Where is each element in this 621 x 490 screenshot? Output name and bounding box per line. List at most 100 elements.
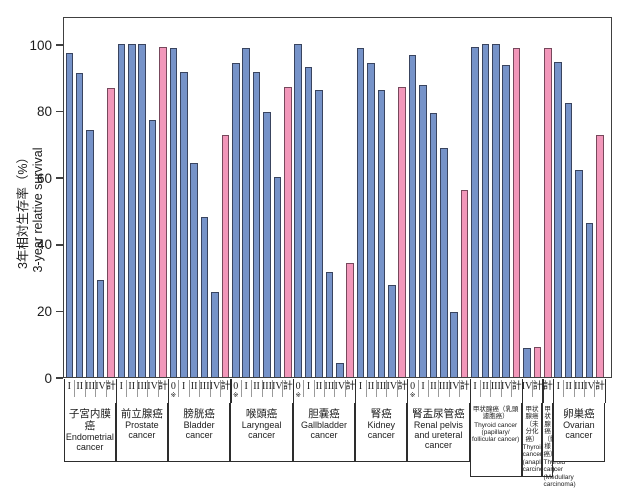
stage-label: II [367, 381, 375, 392]
bar-thyroid-cancer-anaplastic-carcinoma-IV [523, 348, 531, 377]
group-label-ja: 胆嚢癌 [308, 408, 340, 420]
stage-label: IV [500, 381, 512, 392]
bar-thyroid-cancer-medullary-carcinoma-計 [544, 48, 552, 377]
stage-label: IV [272, 381, 283, 392]
stage-label: II [128, 381, 136, 392]
y-tick-label: 40 [36, 237, 52, 253]
stage-label: IV [334, 381, 346, 392]
stage-cell-separator [126, 379, 128, 397]
bar-thyroid-cancer-papillary-follicular-cancer-IV [502, 65, 511, 377]
y-tick-mark [56, 177, 63, 179]
stage-label: IV [95, 381, 106, 392]
y-tick-label: 60 [36, 170, 52, 186]
stage-label: I [182, 381, 186, 392]
stage-cell-separator [417, 379, 419, 397]
stage-cell-separator [480, 379, 482, 397]
bar-endometrial-cancer-III [86, 130, 94, 377]
bar-prostate-cancer-I [117, 43, 126, 377]
bar-laryngeal-cancer-0 [231, 63, 240, 377]
bar-endometrial-cancer-II [75, 73, 84, 377]
group-label-en: Laryngeal cancer [241, 420, 282, 440]
stage-cell-separator [313, 379, 315, 397]
group-box-8: 甲状腺癌（乳頭濾胞癌） Thyroid cancer (papillary/ fo… [469, 403, 522, 477]
group-label-en: Thyroid cancer (Medullary carcinoma) [543, 459, 576, 488]
stage-cell-separator [303, 379, 305, 397]
bar-thyroid-cancer-anaplastic-carcinoma-計 [533, 346, 542, 377]
stage-cell-separator [157, 379, 159, 397]
stage-cell-separator [105, 379, 107, 397]
stage-cell-separator [573, 379, 575, 397]
stage-cell-separator [459, 379, 461, 397]
group-separator [115, 379, 118, 403]
group-box-7: 腎盂尿管癌 Renal pelvis and ureteral cancer [407, 403, 470, 462]
stage-cell-separator [334, 379, 336, 397]
group-label-en: Thyroid cancer (anaplastic carcinoma) [522, 444, 555, 473]
group-label-ja: 腎盂尿管癌 [412, 408, 465, 420]
bar-endometrial-cancer-計 [107, 88, 115, 377]
bar-bladder-cancer-II [190, 163, 198, 377]
bar-renal-pelvis-and-ureteral-cancer-0 [408, 55, 417, 377]
group-box-5: 胆嚢癌 Gallbladder cancer [292, 403, 356, 462]
bar-thyroid-cancer-papillary-follicular-cancer-計 [512, 48, 521, 377]
stage-cell-separator [500, 379, 502, 397]
group-separator [604, 379, 607, 403]
stage-cell-separator [563, 379, 565, 397]
stage-cell-separator [84, 379, 86, 397]
stage-label: 計 [459, 381, 470, 392]
stage-label: III [85, 381, 96, 392]
stage-cell-separator [240, 379, 242, 397]
group-box-3: 膀胱癌 Bladder cancer [167, 403, 231, 462]
stage-cell-separator [251, 379, 253, 397]
group-separator [63, 379, 66, 403]
bar-prostate-cancer-III [138, 43, 146, 377]
group-separator [521, 379, 523, 403]
group-label-en: Prostate cancer [125, 420, 159, 440]
bar-kidney-cancer-III [377, 90, 386, 377]
bar-ovarian-cancer-I [554, 61, 563, 377]
stage-label: II [482, 381, 489, 392]
stage-label: II [76, 381, 84, 392]
bar-ovarian-cancer-計 [596, 135, 604, 377]
stage-label: 0 ※ [406, 382, 418, 399]
y-tick-label: 100 [29, 37, 52, 53]
bar-prostate-cancer-II [127, 43, 136, 377]
group-label-en: Endometrial cancer [65, 432, 114, 453]
bar-renal-pelvis-and-ureteral-cancer-III [440, 148, 448, 377]
stage-cell-separator [199, 379, 201, 397]
stage-cell-separator [594, 379, 596, 397]
bar-ovarian-cancer-IV [585, 223, 594, 377]
group-label-ja: 卵巣癌 [563, 408, 595, 420]
stage-label: 計 [345, 381, 356, 392]
stage-label: 計 [220, 381, 231, 392]
y-tick-mark [56, 44, 63, 46]
group-box-9: 甲状腺癌（未分化癌） Thyroid cancer (anaplastic car… [521, 403, 555, 477]
y-tick-label: 80 [36, 104, 52, 120]
stage-cell-separator [178, 379, 180, 397]
stage-label: III [137, 381, 148, 392]
stage-label: 計 [282, 381, 293, 392]
stage-label: IV [521, 381, 533, 392]
stage-label: II [190, 381, 198, 392]
bar-thyroid-cancer-papillary-follicular-cancer-I [471, 46, 479, 377]
bar-thyroid-cancer-papillary-follicular-cancer-III [492, 43, 500, 377]
group-label-ja: 前立腺癌 [120, 408, 163, 420]
bar-renal-pelvis-and-ureteral-cancer-I [419, 85, 427, 377]
bar-ovarian-cancer-III [575, 170, 583, 377]
bar-bladder-cancer-I [179, 71, 188, 377]
stage-label: I [358, 381, 363, 392]
stage-cell-separator [95, 379, 97, 397]
group-label-en: Bladder cancer [183, 420, 215, 440]
group-box-10: 甲状腺癌（髄様癌） Thyroid cancer (Medullary carci… [542, 403, 576, 488]
bar-renal-pelvis-and-ureteral-cancer-計 [460, 190, 469, 377]
bar-kidney-cancer-I [356, 48, 365, 377]
bar-gallbladder-cancer-0 [294, 43, 302, 377]
stage-cell-separator [261, 379, 263, 397]
bar-gallbladder-cancer-III [325, 271, 334, 377]
stage-label: 計 [397, 381, 408, 392]
stage-cell-separator [209, 379, 211, 397]
group-label-en: Kidney cancer [367, 420, 395, 440]
bar-gallbladder-cancer-計 [346, 263, 354, 377]
stage-label: IV [147, 381, 158, 392]
y-axis-label: 3年相対生存率（%） 3-year relative survival [16, 90, 52, 330]
stage-cell-separator [136, 379, 138, 397]
